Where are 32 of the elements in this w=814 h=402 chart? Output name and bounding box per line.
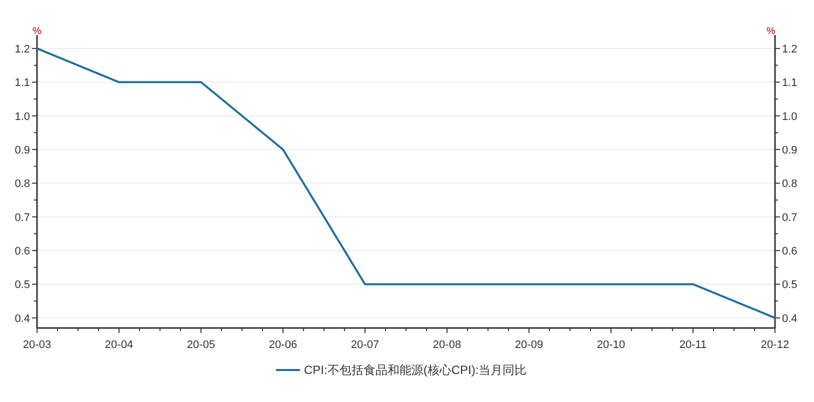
y2-tick-label: 1.2 (782, 43, 798, 56)
line-series (36, 47, 776, 319)
y2-tick-label: 0.6 (782, 246, 798, 258)
x-tick-label: 20-07 (350, 339, 380, 351)
y-axis-title: % (32, 26, 42, 37)
legend-label: CPI:不包括食品和能源(核心CPI):当月同比 (304, 363, 527, 377)
y-tick-label: 0.9 (14, 144, 30, 157)
x-tick-label: 20-03 (22, 339, 52, 351)
y-tick-label: 1.1 (14, 77, 30, 90)
y2-tick-label: 0.7 (782, 212, 798, 224)
y2-axis-title: % (766, 26, 776, 37)
x-tick-label: 20-11 (679, 339, 707, 351)
y-tick-label: 0.8 (14, 178, 30, 190)
y2-tick-label: 0.8 (782, 178, 798, 190)
x-tick-label: 20-10 (596, 339, 626, 351)
y-tick-label: 1.2 (14, 43, 30, 56)
x-tick-label: 20-08 (432, 339, 462, 351)
y2-tick-label: 0.9 (782, 144, 798, 157)
y-tick-label: 0.4 (14, 312, 30, 325)
x-tick-label: 20-06 (268, 339, 298, 351)
y-tick-label: 0.5 (14, 279, 30, 292)
x-tick-label: 20-04 (104, 339, 134, 351)
y2-tick-label: 0.4 (782, 312, 798, 325)
y-tick-label: 0.7 (14, 212, 30, 224)
y-tick-label: 0.6 (14, 246, 30, 258)
x-tick-label: 20-12 (760, 339, 790, 351)
x-tick-label: 20-05 (186, 339, 216, 351)
y2-tick-label: 1.0 (782, 110, 798, 123)
y2-tick-label: 0.5 (782, 279, 798, 292)
y-tick-label: 1.0 (14, 110, 30, 123)
y2-tick-label: 1.1 (782, 77, 798, 90)
x-tick-label: 20-09 (514, 339, 544, 351)
